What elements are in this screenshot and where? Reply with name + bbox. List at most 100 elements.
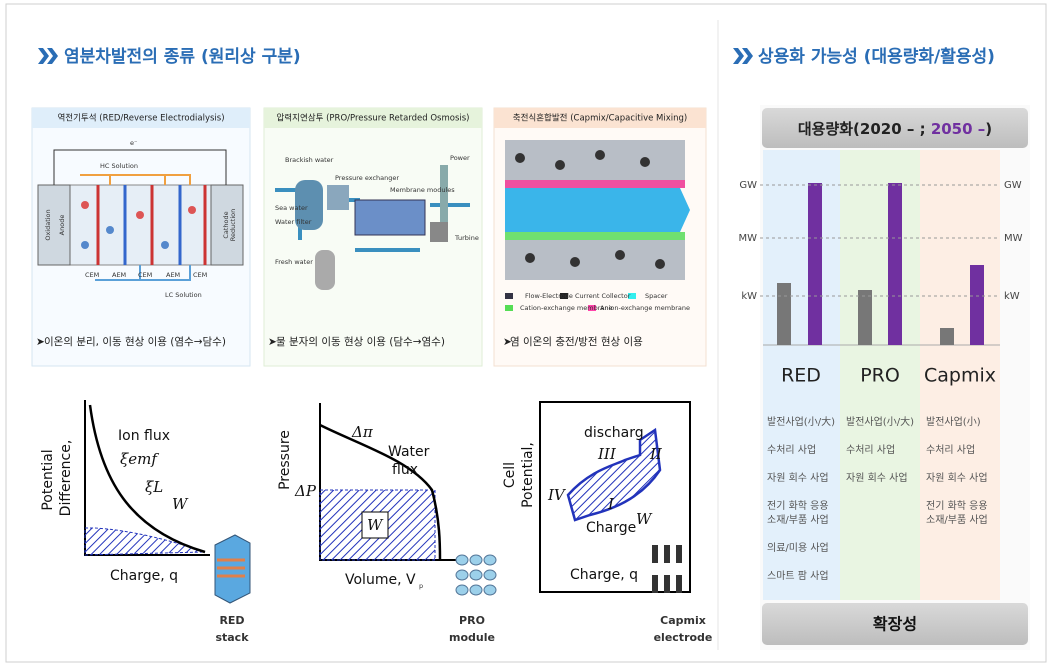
bar-2020 [940, 328, 954, 345]
diagram-label: Current Collector [575, 292, 631, 300]
panel-header-bg [494, 108, 706, 128]
diagram-label: Sea water [275, 204, 308, 212]
bar-2020 [858, 290, 872, 345]
panel-header: 축전식혼합발전 (Capmix/Capacitive Mixing) [513, 113, 687, 124]
section-title: 염분차발전의 종류 (원리상 구분) [64, 47, 301, 67]
panel-caption: 물 분자의 이동 현상 이용 (담수→염수) [276, 336, 445, 348]
diagram-label: CEM [85, 271, 99, 279]
diagram-label: CEM [193, 271, 207, 279]
device-label: electrode [654, 631, 713, 644]
diagram-label: Anode [58, 215, 66, 236]
diagram-label: Water filter [275, 218, 312, 226]
chevron [38, 48, 58, 64]
diagram-label: Spacer [645, 292, 668, 300]
chart-header-bg [762, 108, 1028, 148]
diagram-label: Cation-exchange membrane [520, 304, 613, 312]
diagram-label: CEM [138, 271, 152, 279]
diagram-label: Reduction [229, 209, 237, 242]
diagram-label: HC Solution [100, 162, 138, 170]
graph-label: Potential [40, 449, 56, 510]
diagram-label: Fresh water [275, 258, 313, 266]
device-label: module [449, 631, 495, 644]
level-label: kW [1004, 291, 1020, 302]
diagram-label: Power [450, 154, 470, 162]
bullet-arrow: ➤ [503, 336, 512, 348]
column-name: RED [781, 365, 821, 387]
graph-label: Potential, [520, 442, 536, 508]
chevron [733, 48, 753, 64]
col-bg [920, 150, 1000, 600]
diagram-label: Brackish water [285, 156, 334, 164]
device-label: PRO [459, 614, 485, 627]
use-item: 자원 회수 사업 [926, 471, 988, 484]
chart-header-part: ) [985, 120, 992, 138]
graph-label: Charge, q [110, 568, 178, 584]
level-label: GW [1004, 180, 1022, 191]
graph-label: ξL [145, 478, 163, 496]
graph-label: II [649, 445, 663, 463]
diagram-label: Pressure exchanger [335, 174, 399, 182]
use-item: 발전사업(小) [926, 415, 981, 428]
diagram-label: Flow-Electrode [525, 292, 573, 300]
graph-label: Ion flux [118, 428, 170, 444]
graph-label: W [367, 516, 384, 534]
graph-label: Charge [586, 520, 636, 536]
pro-illustration [275, 165, 470, 290]
use-item: 수처리 사업 [767, 443, 816, 456]
panel-header: 압력지연삼투 (PRO/Pressure Retarded Osmosis) [276, 113, 469, 124]
graph-label: Water [388, 444, 430, 460]
use-item: 발전사업(小/大) [846, 415, 914, 428]
bar-2020 [777, 283, 791, 345]
graph-capmix [539, 401, 691, 593]
use-item: 수처리 사업 [926, 443, 975, 456]
panel-header: 역전기투석 (RED/Reverse Electrodialysis) [57, 113, 224, 124]
bullet-arrow: ➤ [36, 336, 45, 348]
diagram-label: AEM [166, 271, 180, 279]
graph-label: flux [392, 462, 418, 478]
chart-header: 대용량화(2020 – ; 2050 –) [798, 120, 992, 138]
feasibility-chart [760, 105, 1030, 650]
device-label: stack [215, 631, 249, 644]
use-item: 자원 회수 사업 [767, 471, 829, 484]
bar-2050 [888, 183, 902, 345]
diagram-label: Turbine [454, 234, 479, 242]
diagram-label: LC Solution [165, 291, 202, 299]
graph-label: IV [547, 486, 567, 504]
graph-label: Pressure [277, 430, 293, 490]
bullet-arrow: ➤ [268, 336, 277, 348]
diagram-label: Oxidation [44, 209, 52, 240]
panel-caption: 이온의 분리, 이동 현상 이용 (염수→담수) [44, 336, 226, 348]
column-name: Capmix [924, 365, 996, 387]
level-label: GW [739, 180, 757, 191]
panel-header-bg [32, 108, 250, 128]
diagram-label: Cathode [222, 211, 230, 238]
use-item: 자원 회수 사업 [846, 471, 908, 484]
graph-label: Difference, [58, 440, 74, 517]
chart-footer: 확장성 [873, 615, 917, 634]
graph-label: discharg [584, 425, 644, 441]
use-item: 소재/부품 사업 [926, 513, 988, 526]
use-item: 의료/미용 사업 [767, 541, 829, 554]
diagram-label: e⁻ [130, 139, 137, 147]
diagram-label: Anion-exchange membrane [600, 304, 690, 312]
level-label: kW [741, 291, 757, 302]
use-item: 스마트 팜 사업 [767, 569, 829, 582]
red-illustration [37, 149, 244, 281]
panel-header-bg [264, 108, 482, 128]
panel-caption: 염 이온의 충전/방전 현상 이용 [510, 336, 643, 348]
bar-2050 [808, 183, 822, 345]
graph-red [84, 400, 251, 604]
graph-label: p [419, 582, 423, 590]
use-item: 수처리 사업 [846, 443, 895, 456]
graph-label: ΔP [294, 482, 317, 500]
diagram-label: Membrane modules [390, 186, 455, 194]
graph-label: I [607, 495, 615, 513]
graph-label: ξemf [120, 450, 159, 468]
graph-label: Δπ [351, 423, 374, 441]
device-label: RED [219, 614, 244, 627]
graph-label: Cell [502, 462, 518, 488]
level-label: MW [738, 233, 757, 244]
panel [263, 107, 483, 367]
graph-label: W [636, 510, 653, 528]
col-bg [840, 150, 920, 600]
